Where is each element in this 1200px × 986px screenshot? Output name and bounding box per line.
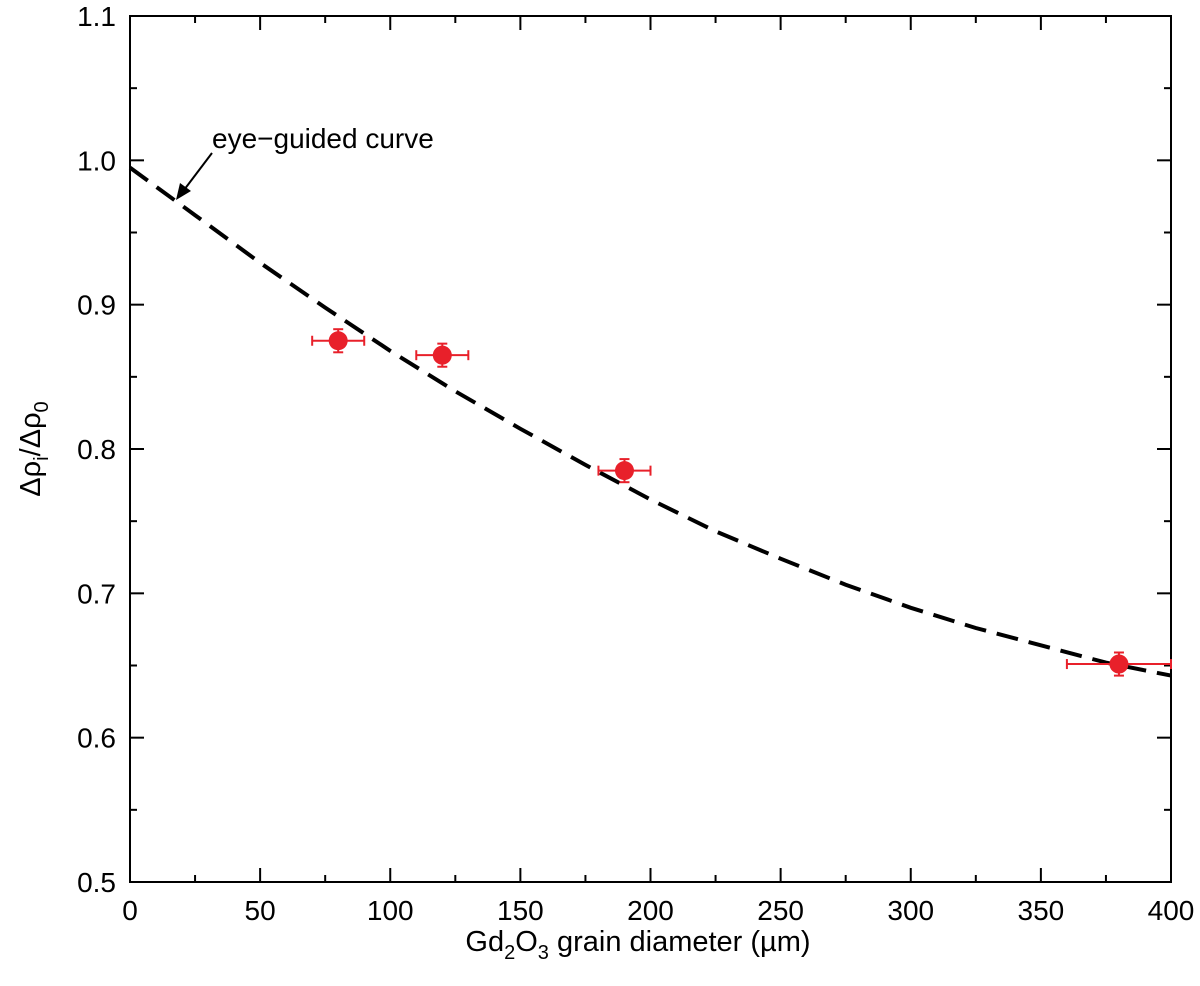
x-axis-label-mid: O xyxy=(515,926,538,958)
data-point xyxy=(1065,651,1172,677)
data-point xyxy=(415,342,470,368)
axis-ticks xyxy=(129,15,1172,883)
y-axis-label-slash: /Δρ xyxy=(15,412,47,456)
annotation: eye−guided curve xyxy=(176,123,434,200)
y-tick-label: 1.1 xyxy=(77,1,116,32)
eye-guided-curve xyxy=(128,165,1172,678)
x-axis-label: Gd2O3 grain diameter (µm) xyxy=(465,926,810,964)
y-tick-label: 0.5 xyxy=(77,867,116,898)
data-point xyxy=(597,458,652,484)
x-tick-label: 150 xyxy=(497,895,544,926)
y-tick-label: 0.6 xyxy=(77,723,116,754)
data-marker xyxy=(614,461,634,481)
y-axis-label: Δρi/Δρ0 xyxy=(15,401,53,496)
x-axis-label-prefix: Gd xyxy=(465,926,504,958)
y-tick-label: 0.7 xyxy=(77,578,116,609)
y-axis-label-b-sub: 0 xyxy=(31,401,53,412)
annotation-arrowhead xyxy=(176,183,191,200)
x-axis-label-sub2: 3 xyxy=(538,942,549,964)
data-point xyxy=(311,328,366,354)
x-tick-label: 50 xyxy=(245,895,276,926)
eye-guided-curve-layer xyxy=(128,165,1172,678)
data-marker xyxy=(1109,654,1129,674)
y-tick-label: 0.9 xyxy=(77,290,116,321)
data-points-layer xyxy=(311,328,1172,677)
x-axis-label-sub1: 2 xyxy=(504,942,515,964)
y-tick-labels: 0.5 0.6 0.7 0.8 0.9 1.0 1.1 xyxy=(77,1,116,898)
x-tick-label: 400 xyxy=(1148,895,1195,926)
x-tick-labels: 0 50 100 150 200 250 300 350 400 xyxy=(122,895,1194,926)
y-tick-label: 1.0 xyxy=(77,145,116,176)
y-axis-label-a-sub: i xyxy=(31,456,53,460)
x-tick-label: 0 xyxy=(122,895,138,926)
annotation-arrow-line xyxy=(183,152,213,191)
y-tick-label: 0.8 xyxy=(77,434,116,465)
x-tick-label: 350 xyxy=(1018,895,1065,926)
x-tick-label: 200 xyxy=(627,895,674,926)
x-axis-label-suffix: grain diameter (µm) xyxy=(549,926,811,958)
y-axis-label-a: Δρ xyxy=(15,461,47,497)
x-tick-label: 250 xyxy=(757,895,804,926)
x-tick-label: 100 xyxy=(367,895,414,926)
data-marker xyxy=(432,345,452,365)
x-tick-label: 300 xyxy=(887,895,934,926)
annotation-text: eye−guided curve xyxy=(212,123,434,154)
data-marker xyxy=(328,331,348,351)
